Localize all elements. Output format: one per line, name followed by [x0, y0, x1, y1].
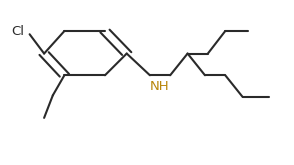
Text: NH: NH — [150, 80, 169, 93]
Text: Cl: Cl — [11, 25, 24, 38]
